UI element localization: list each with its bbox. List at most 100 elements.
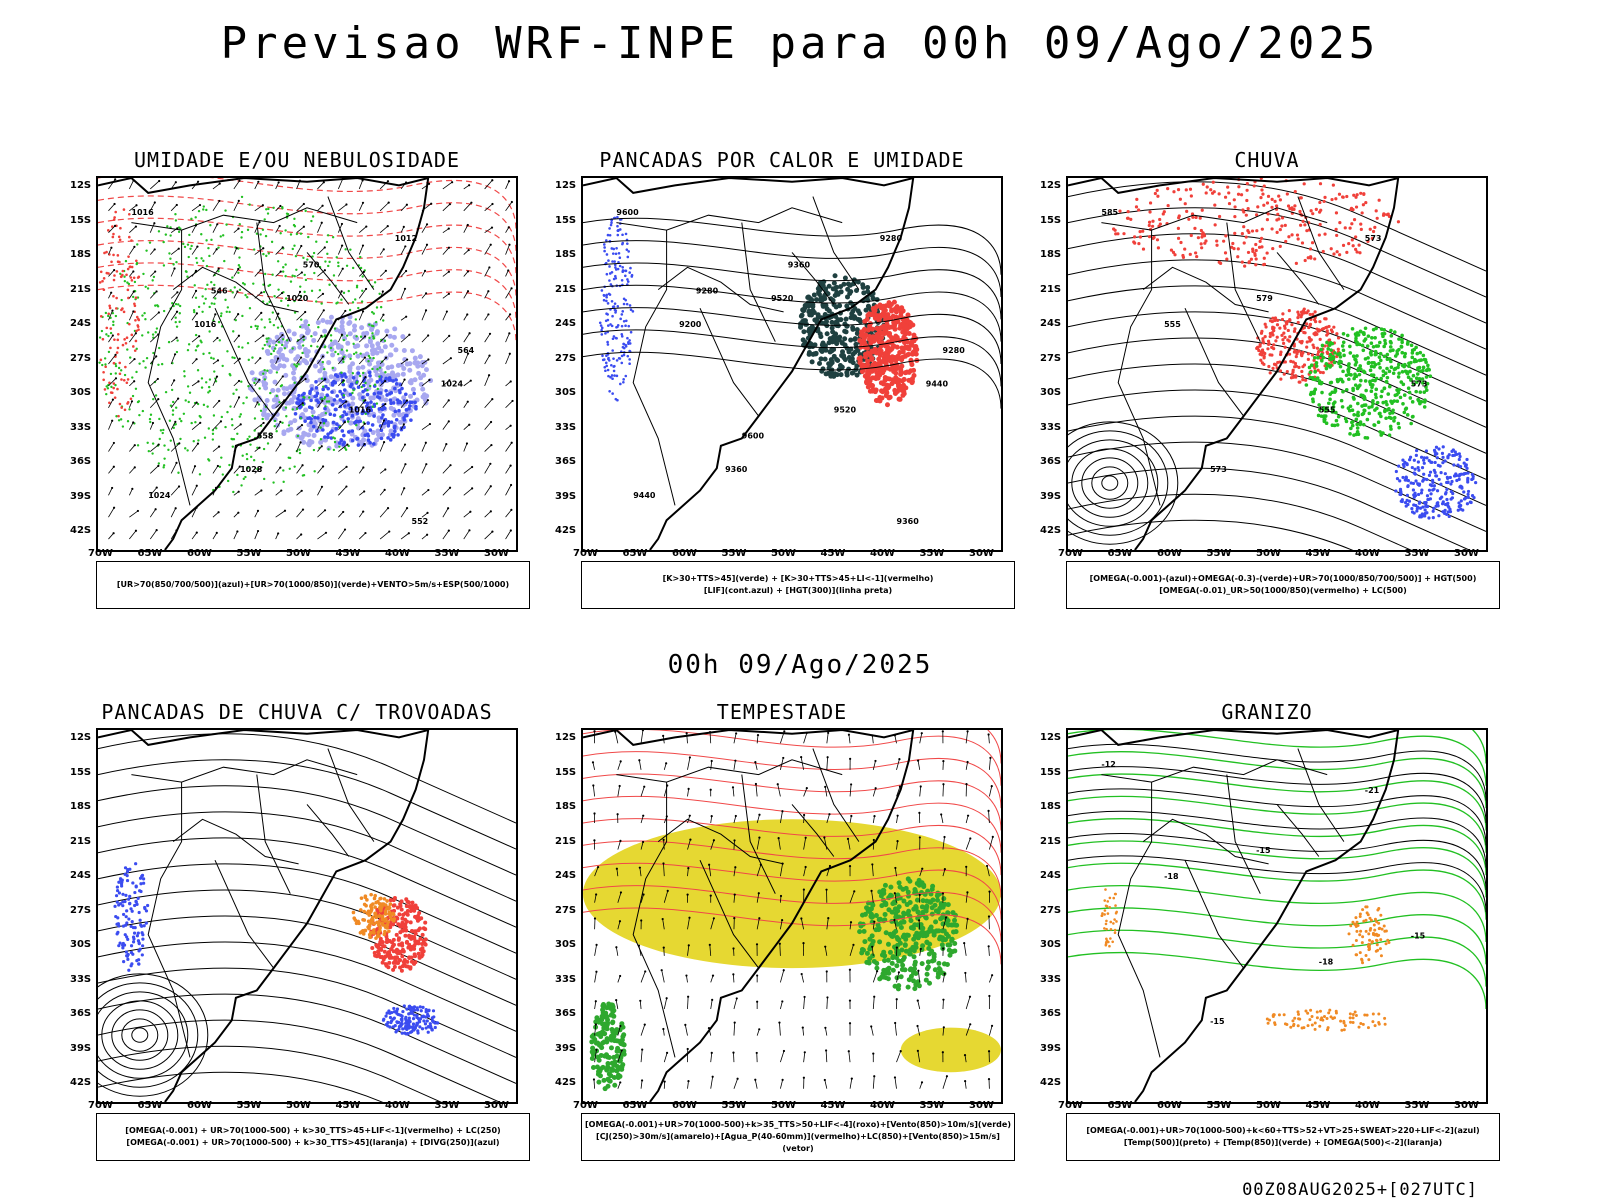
- panel-chuva: CHUVA 585 579 573 573 573 555 555 [OMEGA(-0.00…: [1022, 148, 1512, 648]
- panel-granizo: GRANIZO -12 -15 -15 -15 -21 -18 -18 [OMEGA(-0.…: [1022, 700, 1512, 1200]
- lat-tick-label: 24S: [1040, 870, 1062, 881]
- lon-tick-label: 55W: [721, 548, 747, 559]
- lon-tick-label: 45W: [820, 1100, 846, 1111]
- lat-tick-label: 27S: [70, 352, 92, 364]
- lon-tick-label: 50W: [286, 548, 311, 559]
- contour-label: 9280: [943, 346, 966, 355]
- contour-label: -12: [1101, 760, 1115, 769]
- panel-legend: [K>30+TTS>45](verde) + [K>30+TTS>45+LI<-…: [581, 561, 1015, 609]
- map-canvas: 9600 9520 9440 9360 9280 9200 9520 9440 9360 9280…: [583, 178, 1001, 550]
- lon-tick-label: 30W: [969, 1100, 994, 1111]
- lat-tick-label: 12S: [70, 732, 92, 743]
- lon-tick-label: 65W: [622, 1100, 648, 1111]
- lon-tick-label: 60W: [1157, 548, 1182, 559]
- panel-legend: [OMEGA(-0.001)-(azul)+OMEGA(-0.3)-(verde…: [1066, 561, 1500, 609]
- lon-tick-label: 35W: [1404, 1100, 1430, 1111]
- lat-tick-label: 42S: [1040, 525, 1062, 536]
- lat-tick-label: 12S: [555, 732, 577, 743]
- panel-title: TEMPESTADE: [716, 700, 848, 724]
- lat-tick-label: 15S: [1040, 214, 1062, 226]
- contour-label: 9200: [679, 320, 702, 329]
- lat-tick-label: 39S: [555, 1042, 577, 1054]
- contour-label: 564: [458, 346, 475, 355]
- lon-tick-label: 40W: [385, 1100, 410, 1111]
- contour-label: 9360: [725, 465, 748, 474]
- lon-tick-label: 50W: [771, 548, 796, 559]
- panel-legend: [OMEGA(-0.001)+UR>70(1000-500)+k>35_TTS>…: [581, 1113, 1015, 1161]
- lon-tick-label: 45W: [335, 1100, 361, 1111]
- lat-tick-label: 42S: [555, 525, 577, 536]
- lat-tick-label: 30S: [70, 939, 92, 950]
- panel-umidade: UMIDADE E/OU NEBULOSIDADE 1016 1020 1024 10…: [52, 148, 542, 648]
- lon-tick-label: 30W: [484, 548, 509, 559]
- lon-tick-label: 35W: [919, 548, 945, 559]
- lon-tick-label: 55W: [721, 1100, 747, 1111]
- contour-label: 9280: [696, 286, 719, 295]
- contour-label: 9520: [834, 405, 857, 414]
- lon-tick-label: 30W: [969, 548, 994, 559]
- lat-tick-label: 18S: [1040, 801, 1062, 812]
- legend-line: [OMEGA(-0.01)_UR>50(1000/850)(vermelho) …: [1159, 586, 1407, 595]
- contour-label: 1016: [349, 405, 372, 414]
- lat-tick-label: 27S: [70, 904, 92, 916]
- lat-tick-label: 18S: [555, 801, 577, 812]
- lon-tick-label: 70W: [573, 548, 598, 559]
- map-frame: [96, 728, 518, 1104]
- lat-tick-label: 21S: [70, 283, 92, 295]
- lat-tick-label: 42S: [70, 1077, 92, 1088]
- contour-label: 9440: [633, 491, 656, 500]
- lon-tick-label: 60W: [672, 1100, 697, 1111]
- lon-tick-label: 55W: [1206, 1100, 1232, 1111]
- contour-label: 558: [257, 431, 274, 440]
- lon-tick-label: 45W: [1305, 1100, 1331, 1111]
- lat-tick-label: 21S: [70, 835, 92, 847]
- lon-tick-label: 60W: [187, 548, 212, 559]
- map-canvas: -12 -15 -15 -15 -21 -18 -18: [1068, 730, 1486, 1102]
- lat-tick-label: 39S: [555, 490, 577, 502]
- legend-line: [UR>70(850/700/500)](azul)+[UR>70(1000/8…: [116, 580, 510, 589]
- lon-tick-label: 35W: [434, 1100, 460, 1111]
- lat-tick-label: 12S: [70, 180, 92, 191]
- contour-label: 9360: [788, 260, 811, 269]
- contour-label: -15: [1256, 846, 1271, 855]
- map-frame: -12 -15 -15 -15 -21 -18 -18: [1066, 728, 1488, 1104]
- lon-tick-label: 50W: [286, 1100, 311, 1111]
- lat-tick-label: 24S: [70, 870, 92, 881]
- lat-tick-label: 33S: [555, 973, 577, 985]
- legend-line: [OMEGA(-0.001) + UR>70(1000-500) + k>30_…: [126, 1138, 500, 1147]
- lon-tick-label: 40W: [870, 1100, 895, 1111]
- panel-legend: [UR>70(850/700/500)](azul)+[UR>70(1000/8…: [96, 561, 530, 609]
- lat-tick-label: 39S: [70, 1042, 92, 1054]
- contour-label: 1020: [286, 294, 309, 303]
- lon-tick-label: 55W: [1206, 548, 1232, 559]
- map-frame: [581, 728, 1003, 1104]
- lon-tick-label: 50W: [1256, 548, 1281, 559]
- lon-tick-label: 60W: [1157, 1100, 1182, 1111]
- lat-tick-label: 18S: [1040, 249, 1062, 260]
- lon-tick-label: 30W: [484, 1100, 509, 1111]
- lat-tick-label: 27S: [1040, 352, 1062, 364]
- contour-label: 573: [1411, 379, 1428, 388]
- contour-label: 1024: [441, 379, 464, 388]
- panel-title: CHUVA: [1234, 148, 1300, 172]
- lon-tick-label: 65W: [137, 548, 163, 559]
- contour-label: 9600: [742, 431, 765, 440]
- lat-tick-label: 27S: [1040, 904, 1062, 916]
- lon-tick-label: 35W: [919, 1100, 945, 1111]
- lat-tick-label: 39S: [70, 490, 92, 502]
- panel-legend: [OMEGA(-0.001)+UR>70(1000-500)+k<60+TTS>…: [1066, 1113, 1500, 1161]
- lon-tick-label: 70W: [1058, 548, 1083, 559]
- contour-label: 570: [303, 260, 320, 269]
- map-canvas: [98, 730, 516, 1102]
- contour-label: 546: [211, 286, 228, 295]
- lon-tick-label: 70W: [88, 1100, 113, 1111]
- lon-tick-label: 40W: [1355, 548, 1380, 559]
- legend-line: [CJ(250)>30m/s](amarelo)+[Agua_P(40-60mm…: [596, 1132, 1000, 1153]
- lat-tick-label: 39S: [1040, 1042, 1062, 1054]
- contour-label: 1028: [240, 465, 263, 474]
- mid-date-title: 00h 09/Ago/2025: [667, 650, 933, 680]
- lat-tick-label: 30S: [1040, 387, 1062, 398]
- lat-tick-label: 24S: [555, 870, 577, 881]
- run-timestamp: 00Z08AUG2025+[027UTC]: [1242, 1180, 1478, 1200]
- lat-tick-label: 33S: [70, 973, 92, 985]
